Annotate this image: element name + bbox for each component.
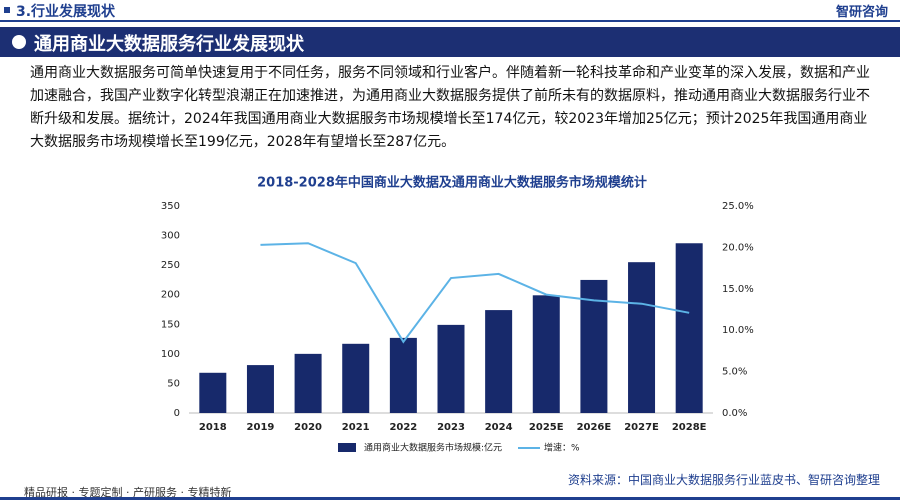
footer-rule xyxy=(0,497,900,500)
legend-label: 通用商业大数据服务市场规模:亿元 xyxy=(364,442,502,454)
bar xyxy=(628,262,656,413)
section-marker xyxy=(4,7,10,13)
title-icon xyxy=(12,35,26,49)
x-tick-label: 2028E xyxy=(672,422,707,433)
x-tick-label: 2024 xyxy=(485,422,513,433)
y-tick-label: 350 xyxy=(161,201,180,212)
y-tick-label: 200 xyxy=(161,290,180,301)
y-tick-label: 0 xyxy=(174,408,180,419)
bar xyxy=(294,353,322,413)
bar xyxy=(485,310,513,413)
x-tick-label: 2022 xyxy=(389,422,417,433)
legend-label: 增速：% xyxy=(544,442,580,454)
y2-tick-label: 5.0% xyxy=(722,367,747,378)
section-title: 3.行业发展现状 xyxy=(16,4,116,20)
legend-swatch xyxy=(338,443,356,452)
chart-title: 2018-2028年中国商业大数据及通用商业大数据服务市场规模统计 xyxy=(257,175,647,191)
y2-tick-label: 15.0% xyxy=(722,284,754,295)
x-tick-label: 2020 xyxy=(294,422,322,433)
x-tick-label: 2021 xyxy=(342,422,370,433)
bar xyxy=(437,324,465,413)
footer-tags: 精品研报 · 专题定制 · 产研服务 · 专精特新 xyxy=(24,486,232,499)
bar xyxy=(246,365,274,413)
bar xyxy=(532,295,560,413)
title-bar: 通用商业大数据服务行业发展现状 xyxy=(0,27,900,57)
x-tick-label: 2025E xyxy=(529,422,564,433)
y-tick-label: 100 xyxy=(161,349,180,360)
y-tick-label: 250 xyxy=(161,260,180,271)
line xyxy=(260,242,690,344)
bar xyxy=(389,337,417,413)
x-tick-label: 2018 xyxy=(199,422,227,433)
y2-tick-label: 0.0% xyxy=(722,408,747,419)
source: 资料来源：中国商业大数据服务行业蓝皮书、智研咨询整理 xyxy=(567,473,880,487)
y-tick-label: 50 xyxy=(167,378,180,389)
x-tick-label: 2023 xyxy=(437,422,465,433)
x-tick-label: 2019 xyxy=(247,422,275,433)
x-tick-label: 2027E xyxy=(624,422,659,433)
x-tick-label: 2026E xyxy=(577,422,612,433)
y2-tick-label: 25.0% xyxy=(722,201,754,212)
bar xyxy=(342,343,370,413)
y-tick-label: 150 xyxy=(161,319,180,330)
bar xyxy=(580,279,608,413)
intro-text: 通用商业大数据服务可简单快速复用于不同任务，服务不同领域和行业客户。伴随着新一轮… xyxy=(30,65,870,150)
y2-tick-label: 10.0% xyxy=(722,325,754,336)
bar xyxy=(675,243,703,413)
page-title: 通用商业大数据服务行业发展现状 xyxy=(34,34,304,55)
y-tick-label: 300 xyxy=(161,231,180,242)
bar xyxy=(199,372,227,413)
header-rule xyxy=(0,20,900,22)
y2-tick-label: 20.0% xyxy=(722,242,754,253)
brand: 智研咨询 xyxy=(835,5,888,20)
